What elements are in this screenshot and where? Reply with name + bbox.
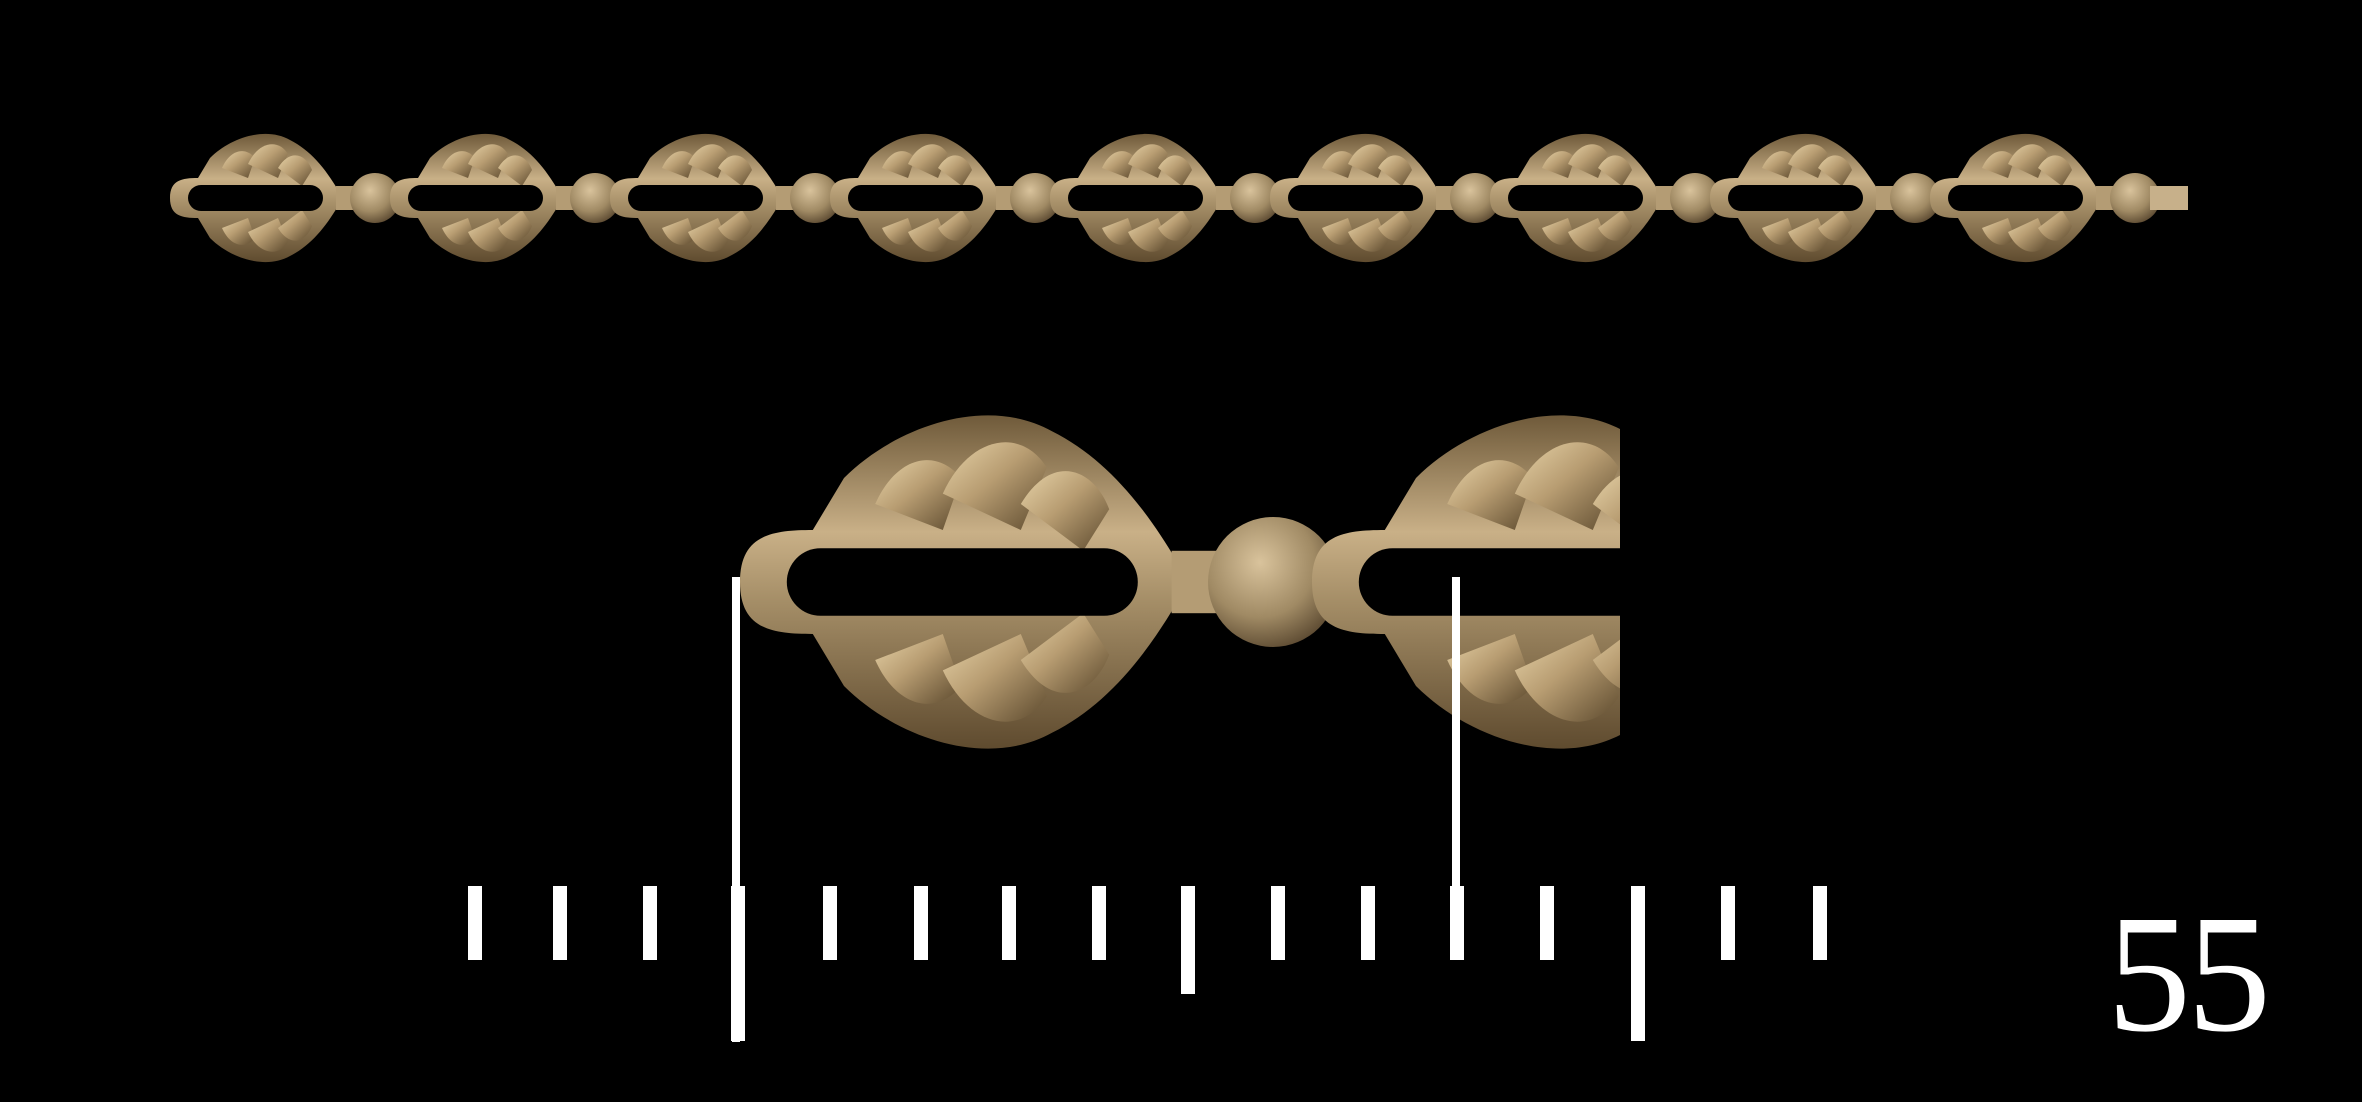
chain-detail-closeup xyxy=(740,415,1620,749)
catalog-number: 55 xyxy=(2107,881,2271,1067)
chain-strand xyxy=(170,133,2188,263)
scale-ruler xyxy=(468,886,1827,1041)
measurement-markers xyxy=(732,577,1460,1042)
